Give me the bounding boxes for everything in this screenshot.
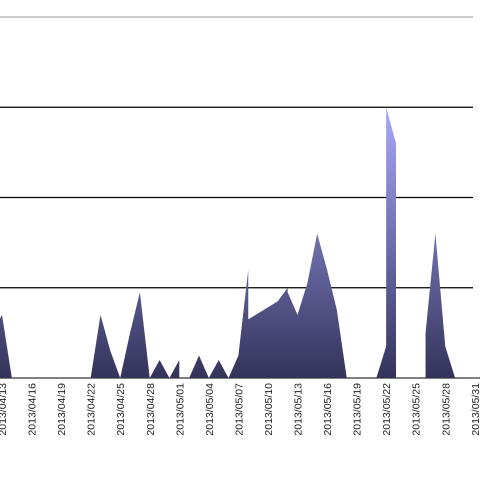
x-tick-label: 2013/05/01 xyxy=(174,383,186,436)
x-tick-label: 2013/05/10 xyxy=(263,383,275,436)
area-series xyxy=(0,107,475,378)
x-tick-label: 2013/05/28 xyxy=(440,383,452,436)
gridlines xyxy=(0,16,480,379)
area-series-0 xyxy=(0,107,475,378)
x-tick-label: 2013/04/25 xyxy=(115,383,127,436)
x-tick-label: 2013/05/19 xyxy=(352,383,364,436)
x-tick-label: 2013/04/28 xyxy=(145,383,157,436)
x-tick-label: 2013/05/04 xyxy=(204,383,216,436)
x-tick-label: 2013/05/25 xyxy=(411,383,423,436)
x-tick-label: 2013/05/07 xyxy=(233,383,245,436)
x-tick-label: 2013/04/13 xyxy=(0,383,9,436)
x-tick-label: 2013/05/31 xyxy=(470,383,480,436)
x-tick-label: 2013/05/16 xyxy=(322,383,334,436)
x-tick-label: 2013/04/19 xyxy=(56,383,68,436)
x-tick-label: 2013/05/22 xyxy=(381,383,393,436)
x-axis-tick-labels: 2013/04/13 2013/04/16 2013/04/19 2013/04/22… xyxy=(0,383,480,436)
x-tick-label: 2013/05/13 xyxy=(293,383,305,436)
x-tick-label: 2013/04/22 xyxy=(86,383,98,436)
x-tick-label: 2013/04/16 xyxy=(27,383,39,436)
